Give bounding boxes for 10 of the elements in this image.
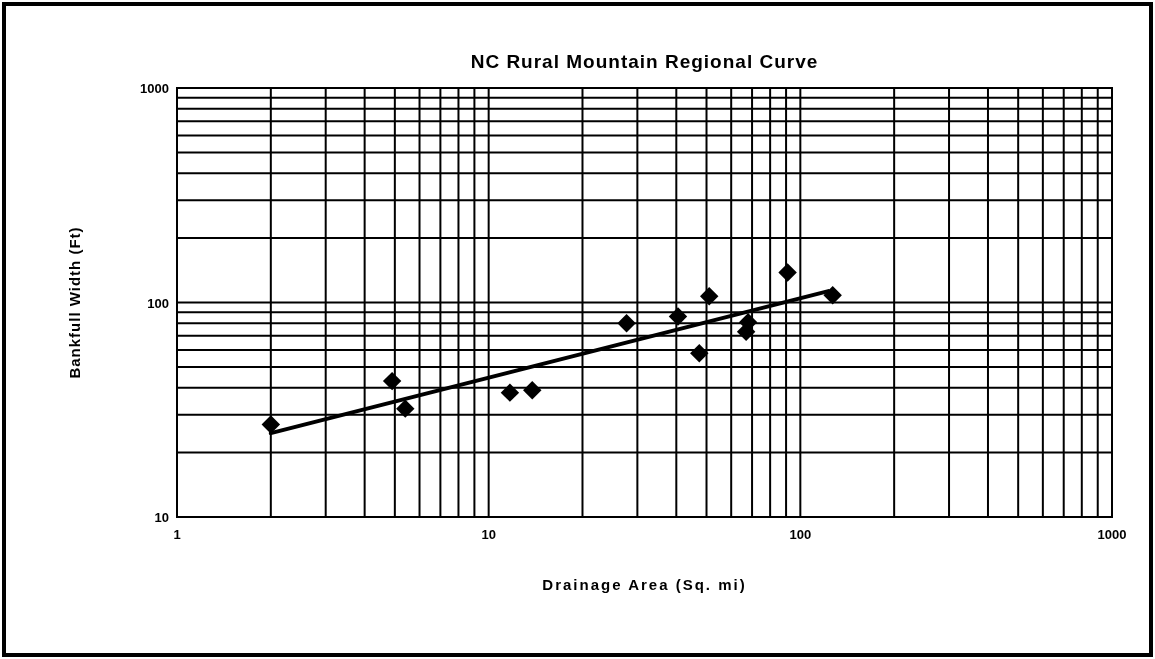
chart-title: NC Rural Mountain Regional Curve xyxy=(470,51,819,72)
x-tick-label: 100 xyxy=(789,527,812,542)
y-tick-label: 1000 xyxy=(140,81,169,96)
x-tick-label: 1000 xyxy=(1097,527,1127,542)
x-tick-label: 10 xyxy=(481,527,496,542)
x-tick-label: 1 xyxy=(173,527,181,542)
x-axis-title: Drainage Area (Sq. mi) xyxy=(542,576,747,593)
y-tick-label: 100 xyxy=(147,295,169,311)
y-tick-label: 10 xyxy=(154,510,169,525)
y-axis-title: Bankfull Width (Ft) xyxy=(66,226,83,379)
